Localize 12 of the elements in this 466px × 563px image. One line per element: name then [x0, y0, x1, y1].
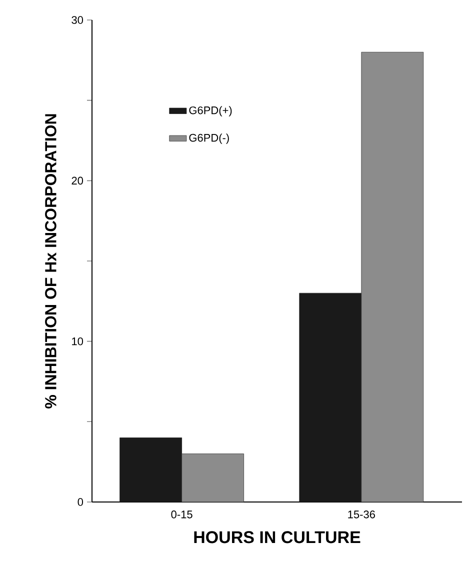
bar — [361, 52, 424, 502]
x-axis-title: HOURS IN CULTURE — [194, 531, 360, 544]
x-tick-label: 0-15 — [171, 510, 192, 518]
y-tick-label: 30 — [72, 16, 84, 24]
y-tick-label: 20 — [72, 176, 84, 185]
x-tick-label: 15-36 — [348, 510, 375, 518]
y-tick-label: 0 — [78, 498, 84, 506]
legend-label: G6PD(+) — [189, 106, 232, 116]
legend-label: G6PD(-) — [189, 134, 229, 144]
y-axis-title: % INHIBITION OF Hx INCORPORATION — [45, 114, 56, 408]
y-tick-label: 10 — [72, 337, 84, 346]
bar — [182, 454, 244, 502]
